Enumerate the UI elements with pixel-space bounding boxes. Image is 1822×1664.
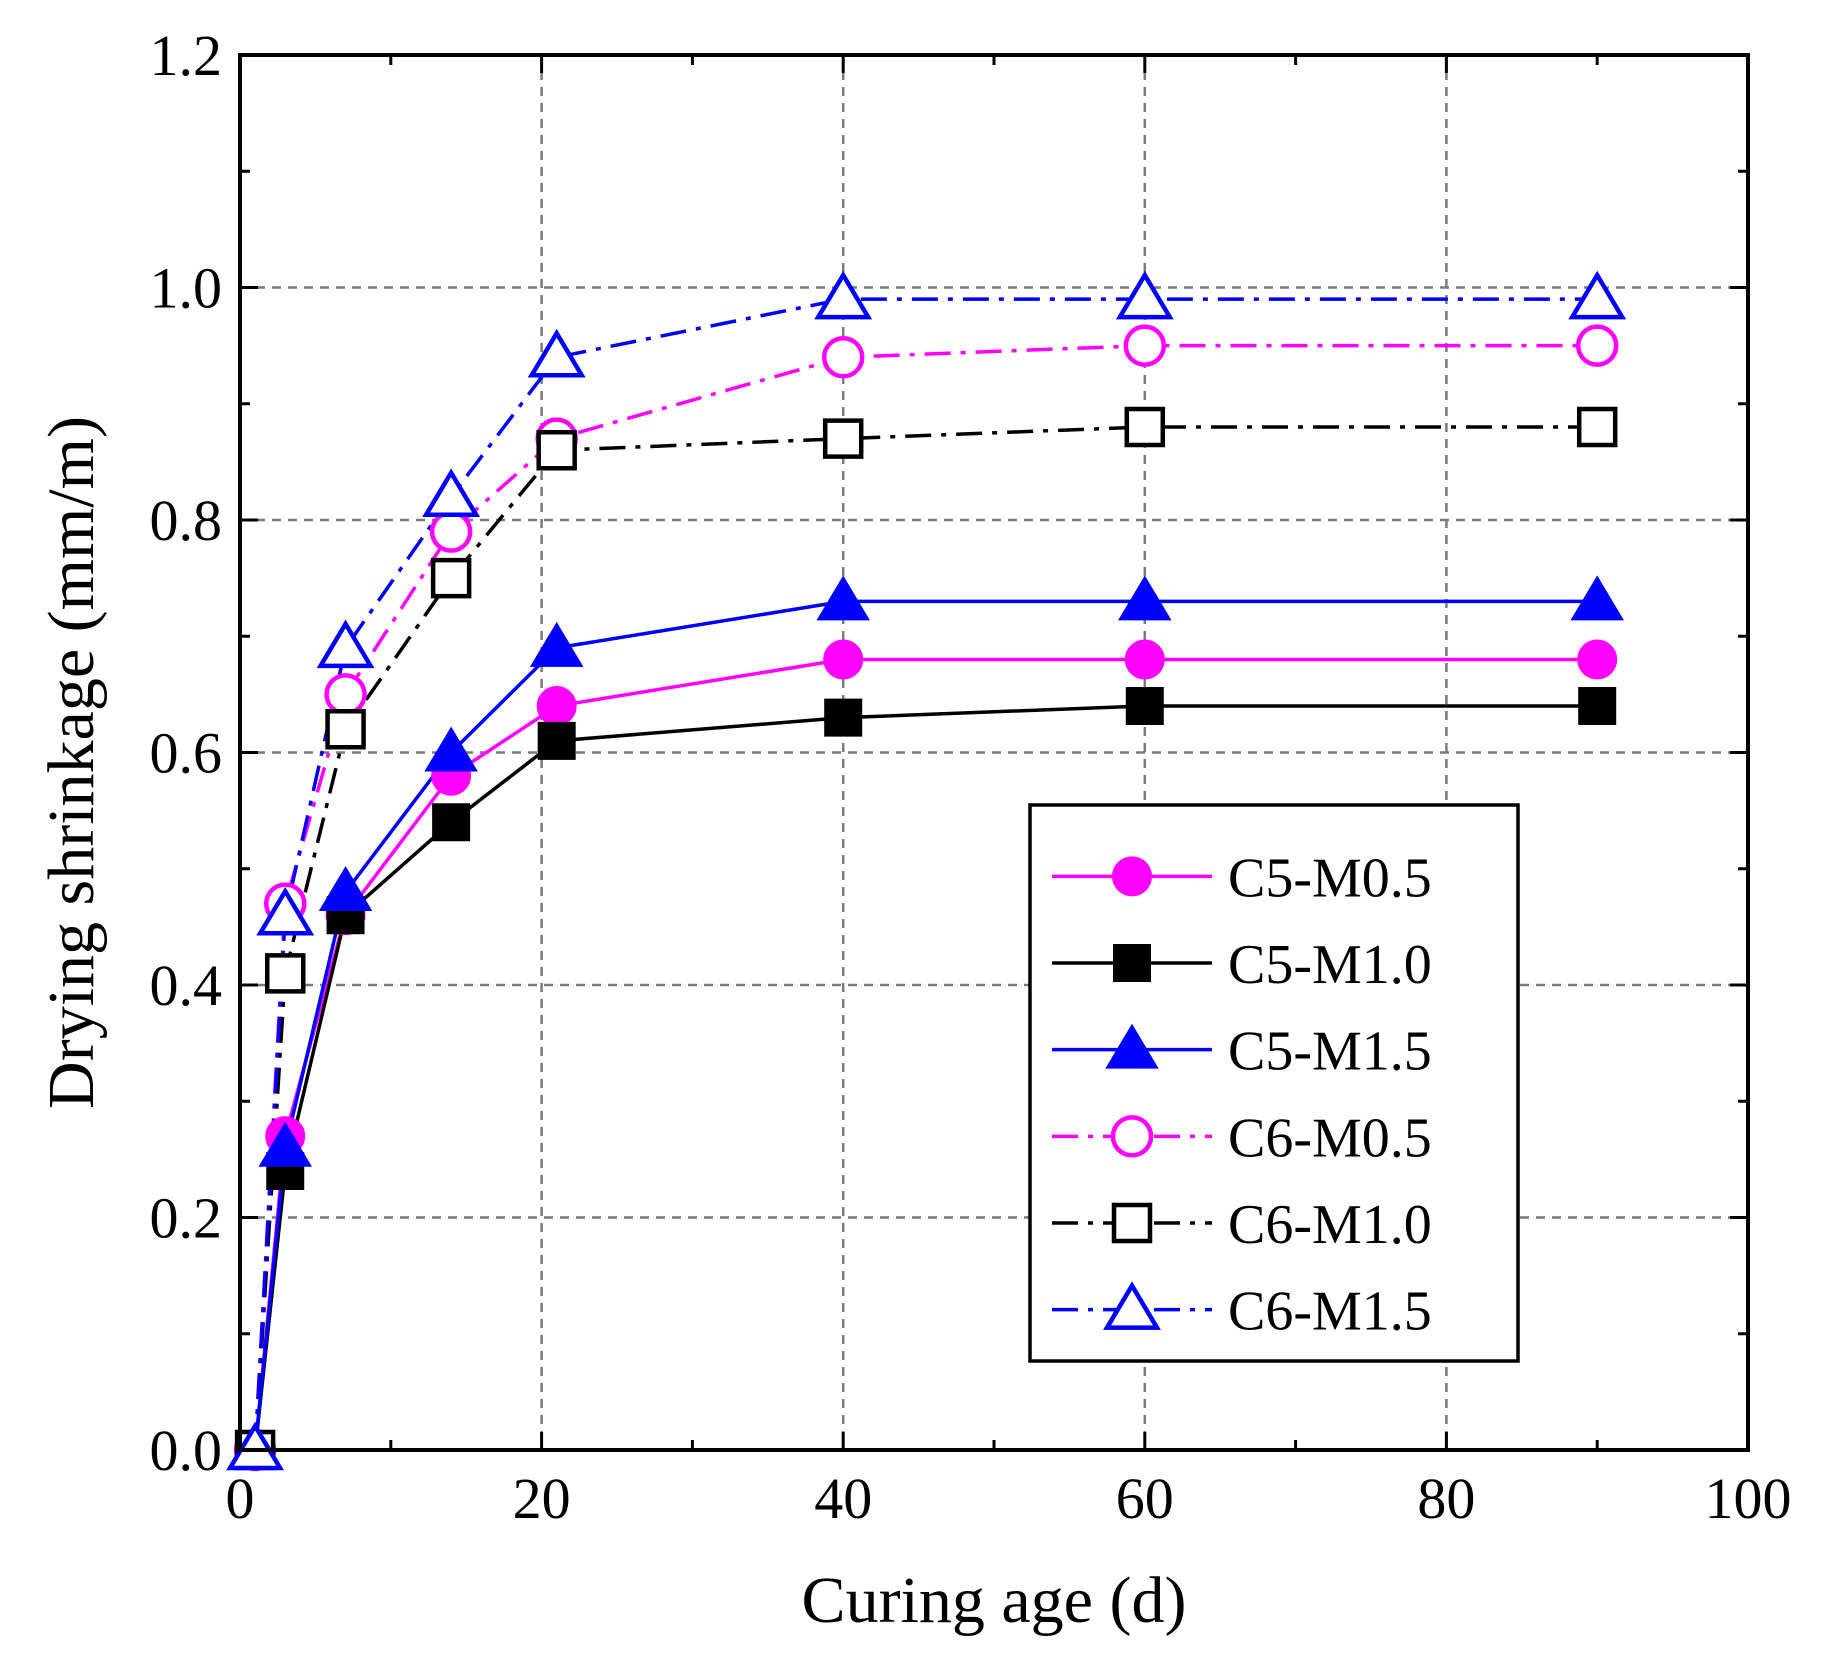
data-point-c6-m1.0 [264, 953, 306, 994]
data-point-c5-m1.5 [529, 621, 584, 667]
x-axis-title: Curing age (d) [802, 1564, 1187, 1637]
x-tick-label: 0 [226, 1466, 255, 1531]
x-tick-labels: 0 20 40 60 80 100 [226, 1466, 1792, 1531]
y-tick-label: 1.2 [150, 23, 223, 88]
x-tick-label: 100 [1705, 1466, 1792, 1531]
y-tick-label: 0.0 [150, 1418, 223, 1483]
series-line-c5-m1.5 [253, 599, 1598, 1451]
data-point-c6-m1.0 [430, 557, 472, 599]
data-point-c5-m1.0 [432, 803, 471, 842]
data-point-c5-m0.5 [1124, 639, 1165, 680]
data-point-c5-m1.5 [816, 575, 870, 621]
data-point-c5-m1.5 [1118, 575, 1172, 621]
data-point-c5-m1.5 [258, 1121, 312, 1167]
data-point-c5-m0.5 [1577, 639, 1618, 680]
data-point-c6-m1.0 [536, 430, 577, 471]
axis-ticks [238, 53, 1750, 1452]
data-point-c6-m1.5 [814, 270, 873, 320]
data-point-c6-m1.0 [1576, 406, 1618, 448]
data-point-c6-m0.5 [429, 510, 473, 553]
data-point-c6-m1.5 [256, 886, 315, 936]
data-point-c6-m0.5 [324, 673, 367, 716]
data-point-c5-m1.0 [537, 721, 576, 760]
data-point-c5-m1.0 [1578, 687, 1617, 725]
data-point-c6-m0.5 [1123, 324, 1167, 367]
data-point-c6-m1.0 [325, 709, 366, 750]
x-tick-label: 80 [1417, 1466, 1475, 1531]
legend-label: C5-M1.5 [1228, 1021, 1432, 1083]
legend-marker [1105, 1023, 1159, 1069]
legend-label: C5-M1.0 [1228, 934, 1432, 996]
data-point-c6-m1.5 [316, 619, 375, 669]
y-tick-label: 0.4 [150, 953, 223, 1018]
data-point-c5-m0.5 [823, 639, 864, 680]
legend-marker [1112, 856, 1152, 897]
y-tick-label: 0.6 [150, 721, 223, 786]
data-point-c6-m0.5 [821, 336, 865, 379]
y-tick-label: 0.8 [150, 488, 223, 553]
data-point-c6-m0.5 [1575, 324, 1619, 367]
data-point-c5-m1.5 [424, 726, 478, 772]
legend-marker [1113, 944, 1151, 982]
data-point-c6-m1.0 [822, 418, 864, 459]
y-axis-title: Drying shrinkage (mm/m) [35, 416, 108, 1109]
data-point-c6-m1.5 [1568, 270, 1627, 320]
data-point-c6-m1.0 [1124, 406, 1166, 448]
legend: C5-M0.5 C5-M1.0 C5-M1.5 C6-M0.5 C6-M1.0 C6-M1… [1028, 803, 1520, 1363]
y-tick-labels: 0.0 0.2 0.4 0.6 0.8 1.0 1.2 [150, 23, 223, 1483]
legend-marker [1103, 1281, 1161, 1330]
data-point-c6-m1.5 [527, 328, 586, 378]
series-markers [226, 270, 1627, 1472]
y-tick-label: 1.0 [150, 256, 223, 321]
legend-marker [1110, 1115, 1154, 1158]
legend-marker [1111, 1202, 1153, 1244]
data-point-c5-m1.0 [1125, 687, 1164, 725]
series-line-c6-m1.5 [253, 297, 1598, 1451]
x-tick-label: 40 [814, 1466, 872, 1531]
y-tick-label: 0.2 [150, 1186, 223, 1251]
data-point-c5-m0.5 [536, 686, 577, 726]
legend-box [1028, 803, 1520, 1363]
data-point-c6-m1.5 [226, 1421, 285, 1471]
data-point-c5-m1.5 [318, 866, 373, 911]
legend-label: C6-M1.5 [1228, 1281, 1432, 1343]
x-tick-label: 20 [513, 1466, 571, 1531]
legend-label: C6-M1.0 [1228, 1194, 1432, 1256]
data-point-c5-m1.5 [1570, 575, 1624, 621]
legend-label: C5-M0.5 [1228, 847, 1432, 909]
data-point-c6-m1.5 [422, 468, 481, 517]
data-point-c6-m1.5 [1115, 270, 1174, 320]
x-tick-label: 60 [1116, 1466, 1174, 1531]
data-point-c5-m1.0 [824, 698, 863, 737]
legend-label: C6-M0.5 [1228, 1107, 1432, 1169]
